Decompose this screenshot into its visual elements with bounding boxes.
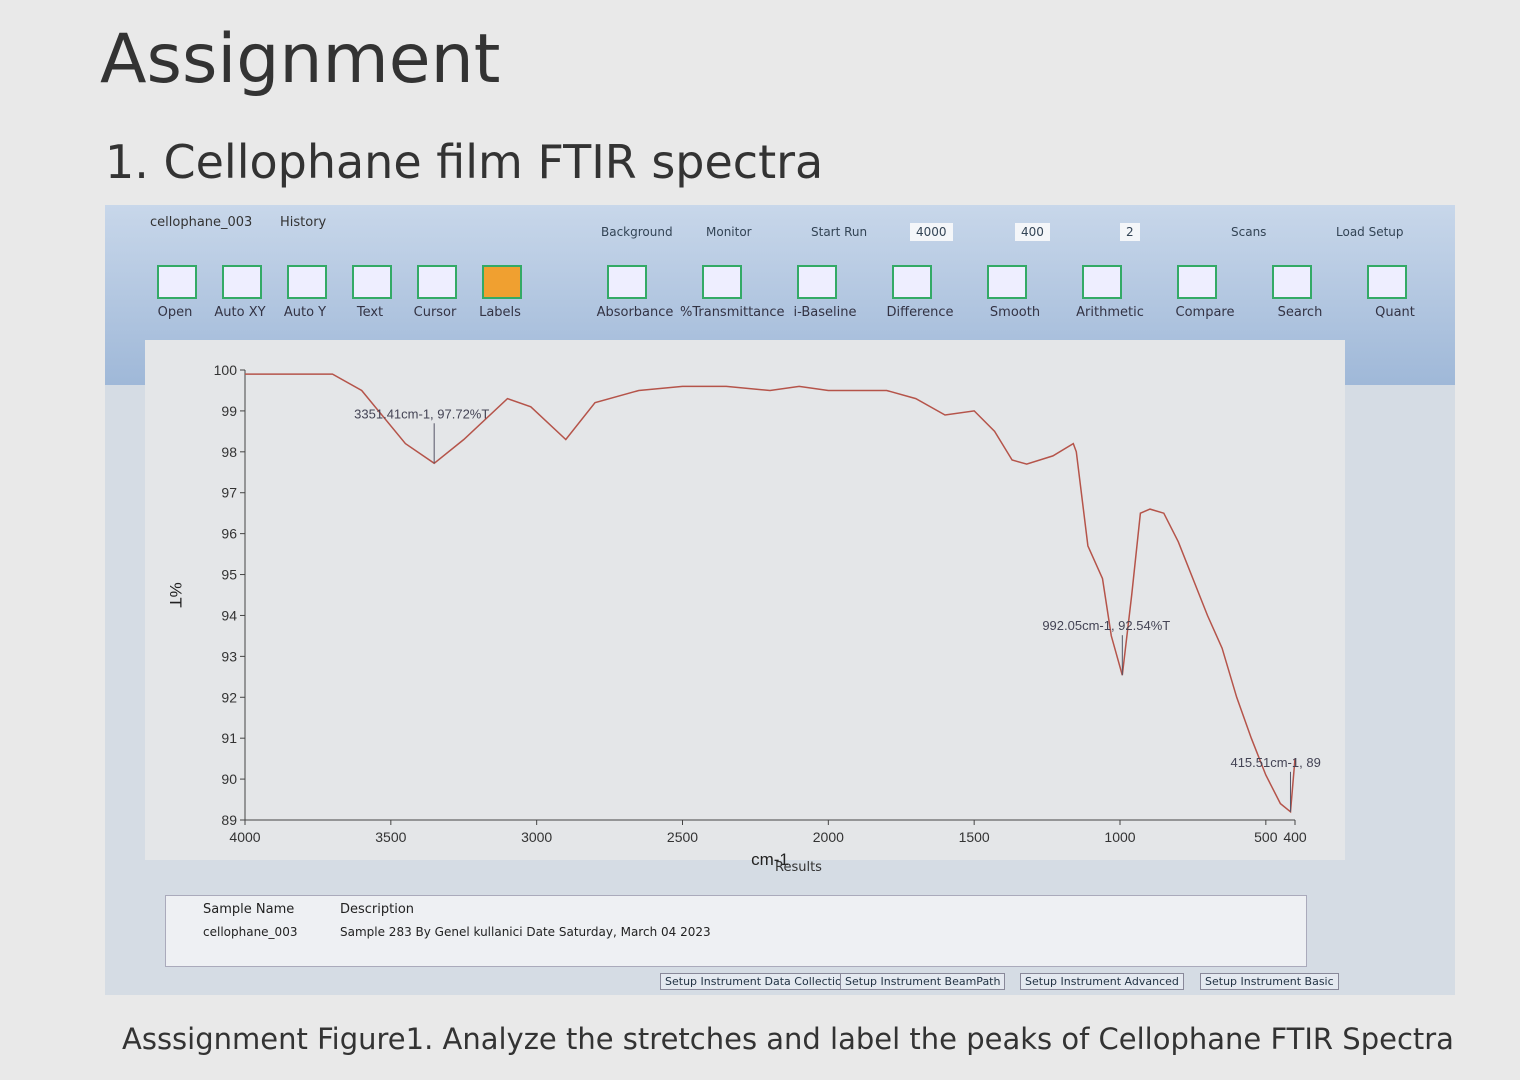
top-control[interactable]: Start Run — [811, 225, 868, 239]
y-tick-label: 92 — [221, 689, 237, 705]
ribbon-button[interactable]: Absorbance — [596, 305, 674, 320]
x-tick-label: 2000 — [813, 829, 844, 845]
ribbon-button[interactable]: %Transmittance — [680, 305, 785, 320]
top-control[interactable]: 4000 — [910, 223, 953, 241]
x-tick-label: 4000 — [229, 829, 260, 845]
top-control[interactable]: Background — [601, 225, 673, 239]
button-icon — [1367, 265, 1407, 299]
top-control[interactable]: 400 — [1015, 223, 1050, 241]
ribbon-button[interactable]: Auto XY — [214, 305, 266, 320]
button-icon — [157, 265, 197, 299]
button-icon — [1177, 265, 1217, 299]
ribbon-button[interactable]: i-Baseline — [793, 305, 857, 320]
y-tick-label: 91 — [221, 730, 237, 746]
top-control[interactable]: Load Setup — [1336, 225, 1404, 239]
x-tick-label: 3000 — [521, 829, 552, 845]
y-tick-label: 100 — [214, 362, 238, 378]
top-control[interactable]: Monitor — [706, 225, 752, 239]
bottom-tab[interactable]: Setup Instrument Advanced — [1020, 973, 1184, 990]
x-tick-label: 3500 — [375, 829, 406, 845]
ribbon-button[interactable]: Text — [356, 305, 384, 320]
bottom-tab[interactable]: Setup Instrument BeamPath — [840, 973, 1006, 990]
x-tick-label: 500 — [1254, 829, 1278, 845]
ribbon-button[interactable]: Search — [1277, 305, 1323, 320]
subheading: 1. Cellophane film FTIR spectra — [105, 135, 824, 189]
button-icon — [702, 265, 742, 299]
spectrum-line — [245, 373, 1296, 814]
ribbon-button[interactable]: Difference — [886, 305, 954, 320]
x-axis-label: cm-1 — [751, 850, 789, 869]
ribbon-button[interactable]: Compare — [1175, 305, 1235, 320]
button-icon — [987, 265, 1027, 299]
button-icon — [892, 265, 932, 299]
annotation-label: 3351.41cm-1, 97.72%T — [354, 406, 489, 421]
x-tick-label: 400 — [1283, 829, 1307, 845]
results-cell[interactable]: cellophane_003 — [203, 925, 298, 939]
x-tick-label: 1000 — [1104, 829, 1135, 845]
button-icon — [797, 265, 837, 299]
tab[interactable]: cellophane_003 — [150, 215, 253, 230]
results-title: Results — [775, 860, 822, 875]
x-tick-label: 2500 — [667, 829, 698, 845]
y-tick-label: 90 — [221, 771, 237, 787]
annotation-label: 992.05cm-1, 92.54%T — [1042, 618, 1170, 633]
caption: Asssignment Figure1. Analyze the stretch… — [122, 1022, 1454, 1056]
y-tick-label: 97 — [221, 485, 237, 501]
results-panel — [165, 895, 1307, 967]
button-icon — [417, 265, 457, 299]
y-tick-label: 95 — [221, 567, 237, 583]
y-tick-label: 89 — [221, 812, 237, 828]
button-icon — [352, 265, 392, 299]
bottom-tab[interactable]: Setup Instrument Basic — [1200, 973, 1339, 990]
y-tick-label: 98 — [221, 444, 237, 460]
button-icon — [287, 265, 327, 299]
button-icon — [222, 265, 262, 299]
y-tick-label: 96 — [221, 526, 237, 542]
y-tick-label: 99 — [221, 403, 237, 419]
ribbon-button[interactable]: Quant — [1375, 305, 1415, 320]
y-tick-label: 93 — [221, 648, 237, 664]
x-tick-label: 1500 — [959, 829, 990, 845]
results-header: Sample Name — [203, 902, 295, 917]
plot-background — [145, 340, 1345, 860]
software-window: 89 90 91 92 93 94 95 96 97 98 99 100 4000 3500 3000 250… — [105, 205, 1455, 995]
ribbon-button[interactable]: Labels — [479, 305, 521, 320]
annotation-label: 415.51cm-1, 89 — [1230, 755, 1320, 770]
spectrum-chart: 89 90 91 92 93 94 95 96 97 98 99 100 4000 3500 3000 250… — [145, 340, 1345, 869]
y-axis-label: %T — [166, 582, 185, 608]
top-control[interactable]: Scans — [1231, 225, 1267, 239]
results-cell[interactable]: Sample 283 By Genel kullanici Date Satur… — [340, 925, 711, 939]
button-icon — [482, 265, 522, 299]
ribbon-button[interactable]: Cursor — [413, 305, 457, 320]
tab[interactable]: History — [280, 215, 327, 230]
results-header: Description — [340, 902, 415, 917]
y-tick-label: 94 — [221, 607, 237, 623]
button-icon — [1082, 265, 1122, 299]
heading: Assignment — [100, 20, 501, 99]
button-icon — [607, 265, 647, 299]
bottom-tab[interactable]: Setup Instrument Data Collection — [660, 973, 854, 990]
ribbon-button[interactable]: Smooth — [989, 305, 1041, 320]
button-icon — [1272, 265, 1312, 299]
ribbon-button[interactable]: Arithmetic — [1076, 305, 1144, 320]
ribbon-button[interactable]: Auto Y — [283, 305, 327, 320]
top-control[interactable]: 2 — [1120, 223, 1140, 241]
ribbon-button[interactable]: Open — [157, 305, 193, 320]
